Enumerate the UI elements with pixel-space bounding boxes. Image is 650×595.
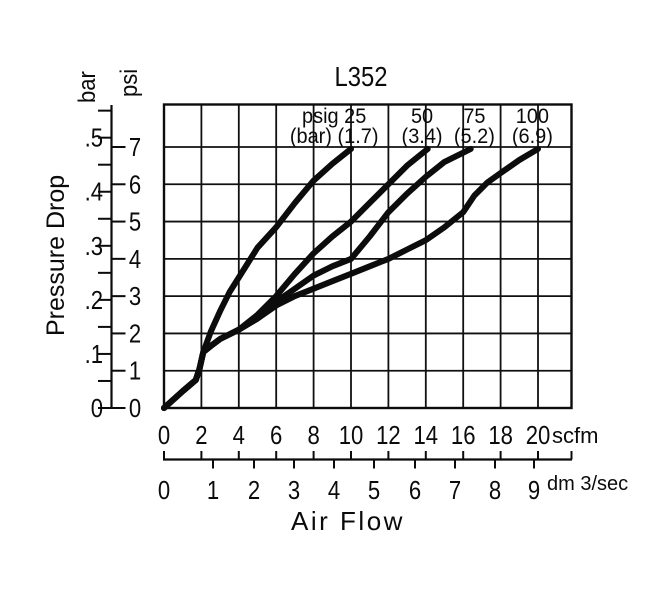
dm-tick-label: 8 bbox=[489, 476, 501, 505]
chart-title: L352 bbox=[335, 60, 388, 92]
scfm-tick-label: 8 bbox=[307, 421, 319, 450]
scfm-tick-label: 12 bbox=[376, 421, 401, 450]
plot-grid bbox=[162, 103, 573, 410]
psi-tick-label: 7 bbox=[129, 133, 141, 162]
dm-tick-label: 7 bbox=[449, 476, 461, 505]
scfm-tick-label: 0 bbox=[158, 421, 170, 450]
bar-tick-label: .5 bbox=[85, 124, 103, 153]
curve-pressure-labels: psig 25(bar) (1.7) 50(3.4) 75(5.2) 100(6.9) bbox=[290, 105, 553, 149]
dm-tick-label: 1 bbox=[207, 476, 219, 505]
bar-tick-label: 0 bbox=[91, 394, 103, 423]
curve-label-line1: 50 bbox=[411, 105, 433, 129]
curve-75 bbox=[161, 145, 474, 411]
bar-tick-label: .3 bbox=[85, 232, 103, 261]
bar-tick-label: .2 bbox=[85, 286, 103, 315]
plot-border bbox=[162, 103, 573, 410]
curve-label-line1: 100 bbox=[516, 105, 549, 129]
psi-tick-label: 2 bbox=[129, 320, 141, 349]
psi-tick-label: 4 bbox=[129, 245, 141, 274]
curve-label-line2: (6.9) bbox=[512, 125, 553, 149]
dm-tick-label: 4 bbox=[328, 476, 340, 505]
scfm-tick-label: 14 bbox=[414, 421, 439, 450]
dm-tick-label: 0 bbox=[158, 476, 170, 505]
bar-tick-label: .1 bbox=[85, 340, 103, 369]
dm-tick-label: 3 bbox=[288, 476, 300, 505]
curve-label-line2: (bar) (1.7) bbox=[290, 125, 379, 149]
scfm-tick-label: 2 bbox=[195, 421, 207, 450]
curve-label-line2: (5.2) bbox=[454, 125, 495, 149]
scfm-tick-label: 10 bbox=[339, 421, 364, 450]
dm3sec-unit-label: dm 3/sec bbox=[547, 473, 628, 495]
scfm-tick-label: 4 bbox=[233, 421, 245, 450]
pressure-drop-axis-label: Pressure Drop bbox=[42, 175, 70, 336]
bottom-axis: 0 2 4 6 8 10 12 14 16 18 200 1 2 3 4 5 6 7 8 9 bbox=[158, 421, 573, 505]
curve-psig-25 bbox=[161, 145, 354, 411]
psi-tick-label: 3 bbox=[129, 282, 141, 311]
scfm-tick-label: 6 bbox=[270, 421, 282, 450]
dm-tick-label: 5 bbox=[368, 476, 380, 505]
scfm-tick-label: 16 bbox=[451, 421, 476, 450]
curves bbox=[161, 145, 541, 411]
dm-tick-label: 9 bbox=[528, 476, 540, 505]
dm-tick-label: 2 bbox=[248, 476, 260, 505]
dm-tick-label: 6 bbox=[409, 476, 421, 505]
psi-tick-label: 0 bbox=[129, 394, 141, 423]
scfm-tick-label: 18 bbox=[488, 421, 513, 450]
scfm-tick-label: 20 bbox=[526, 421, 551, 450]
curve-100 bbox=[161, 145, 541, 411]
psi-tick-label: 1 bbox=[129, 357, 141, 386]
curve-label-line2: (3.4) bbox=[402, 125, 443, 149]
psi-tick-label: 5 bbox=[129, 208, 141, 237]
psi-tick-label: 6 bbox=[129, 171, 141, 200]
curve-label-line1: psig 25 bbox=[302, 105, 366, 129]
scfm-unit-label: scfm bbox=[552, 423, 598, 448]
psi-unit-label: psi bbox=[115, 69, 142, 97]
curve-label-line1: 75 bbox=[463, 105, 485, 129]
bar-tick-label: .4 bbox=[85, 178, 103, 207]
bar-unit-label: bar bbox=[73, 71, 100, 103]
air-flow-axis-label: Air Flow bbox=[291, 506, 405, 536]
